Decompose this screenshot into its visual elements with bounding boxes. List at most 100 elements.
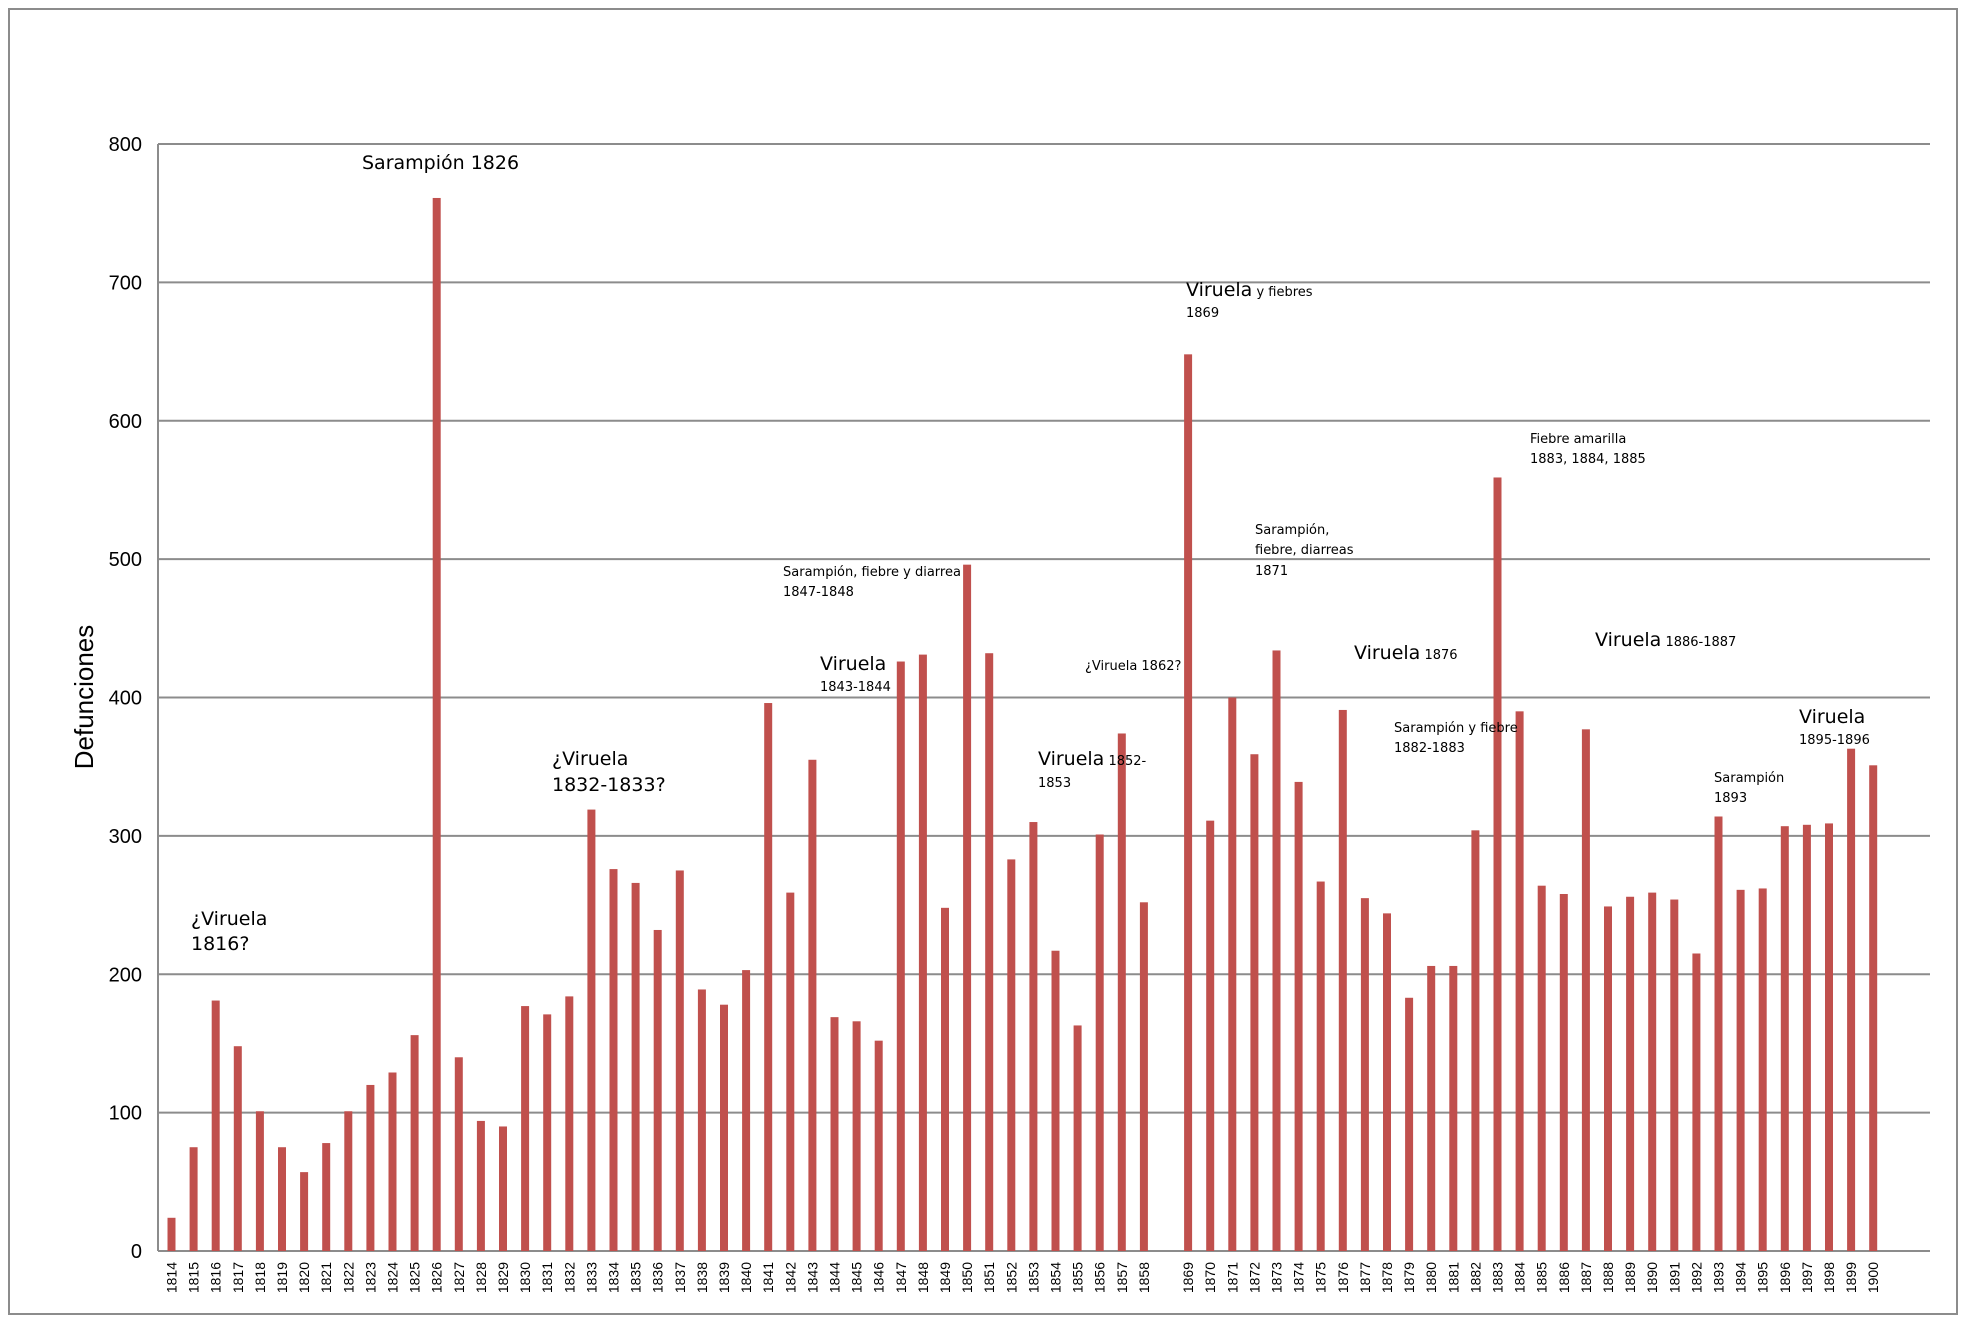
x-tick-label: 1887 — [1578, 1262, 1594, 1293]
y-tick-label: 0 — [131, 1241, 142, 1263]
annotation-small: fiebre, diarreas — [1255, 543, 1354, 558]
annotation-text: fiebre, diarreas — [1255, 543, 1354, 558]
bar — [300, 1172, 309, 1251]
x-tick-label: 1888 — [1600, 1262, 1616, 1293]
x-tick-label: 1830 — [517, 1262, 533, 1293]
x-tick-label: 1837 — [672, 1262, 688, 1293]
x-tick-label: 1852 — [1003, 1262, 1019, 1293]
x-tick-label: 1821 — [318, 1262, 334, 1293]
bar — [454, 1057, 463, 1251]
y-tick-label: 200 — [109, 964, 142, 986]
annotation-text: 1895-1896 — [1799, 733, 1870, 748]
annotation-small: 1893 — [1714, 791, 1747, 806]
bar — [941, 907, 949, 1251]
x-tick-label: 1814 — [164, 1262, 180, 1293]
x-tick-label: 1890 — [1644, 1262, 1660, 1293]
bar — [1206, 820, 1215, 1251]
bar — [1228, 697, 1237, 1251]
x-tick-label: 1853 — [1025, 1262, 1041, 1293]
annotation-text: 1847-1848 — [783, 585, 854, 600]
bar — [1073, 1025, 1082, 1251]
y-tick-label: 400 — [109, 688, 142, 710]
annotation-text: 1893 — [1714, 791, 1747, 806]
y-tick-label: 500 — [109, 549, 142, 571]
x-tick-label: 1818 — [252, 1262, 268, 1293]
x-tick-label: 1844 — [827, 1262, 843, 1293]
x-tick-label: 1898 — [1821, 1262, 1837, 1293]
annotation-text: 1882-1883 — [1394, 741, 1465, 756]
bar — [1626, 896, 1635, 1251]
y-tick-label: 300 — [109, 826, 142, 848]
y-tick-label: 100 — [109, 1103, 142, 1125]
y-tick-label: 800 — [109, 134, 142, 156]
x-tick-label: 1894 — [1733, 1262, 1749, 1293]
x-tick-label: 1815 — [186, 1262, 202, 1293]
x-tick-label: 1893 — [1711, 1262, 1727, 1293]
bar — [742, 970, 751, 1251]
bar — [233, 1046, 242, 1251]
bar — [1471, 830, 1480, 1251]
bar — [764, 703, 773, 1251]
x-tick-label: 1877 — [1357, 1262, 1373, 1293]
annotations: Sarampión 1826 ¿Viruela 1816? ¿Viruela 1832-… — [191, 152, 1870, 955]
annotation-small: Sarampión, fiebre y diarrea — [783, 565, 961, 580]
bar — [1294, 781, 1303, 1251]
bar — [1692, 953, 1701, 1251]
bars — [167, 197, 1878, 1252]
annotation-text: Sarampión, — [1255, 523, 1329, 538]
x-tick-label: 1886 — [1556, 1262, 1572, 1293]
bar — [830, 1017, 839, 1251]
bar — [1604, 906, 1612, 1251]
bar — [432, 197, 441, 1251]
bar — [1272, 650, 1281, 1251]
annotation-small: 1852- — [1104, 754, 1146, 769]
bar — [255, 1111, 264, 1251]
annotation-small: 1869 — [1186, 306, 1219, 321]
annotation-big: ¿Viruela — [191, 908, 267, 930]
bar — [1405, 997, 1414, 1251]
x-tick-label: 1855 — [1070, 1262, 1086, 1293]
bar — [1670, 899, 1679, 1251]
y-axis-ticks: 0 100 200 300 400 500 600 700 800 — [109, 134, 142, 1263]
bar — [1537, 885, 1546, 1251]
x-tick-label: 1876 — [1335, 1262, 1351, 1293]
y-tick-label: 700 — [109, 272, 142, 294]
x-tick-label: 1835 — [628, 1262, 644, 1293]
x-tick-label: 1845 — [849, 1262, 865, 1293]
bar — [366, 1084, 375, 1251]
x-tick-label: 1822 — [340, 1262, 356, 1293]
bar — [344, 1111, 353, 1251]
y-axis-label: Defunciones — [69, 625, 99, 770]
x-tick-label: 1881 — [1445, 1262, 1461, 1293]
annotation-text: Fiebre amarilla — [1530, 432, 1626, 447]
x-tick-label: 1884 — [1512, 1262, 1528, 1293]
x-tick-label: 1899 — [1843, 1262, 1859, 1293]
bar — [1139, 902, 1148, 1251]
x-tick-label: 1823 — [362, 1262, 378, 1293]
x-tick-label: 1824 — [385, 1262, 401, 1293]
annotation-small: 1876 — [1420, 648, 1457, 663]
annotation-small: 1886-1887 — [1661, 635, 1736, 650]
x-tick-label: 1858 — [1136, 1262, 1152, 1293]
x-tick-label: 1840 — [738, 1262, 754, 1293]
bar — [278, 1147, 286, 1251]
annotation-small: 1871 — [1255, 564, 1288, 579]
x-tick-label: 1897 — [1799, 1262, 1815, 1293]
x-tick-label: 1889 — [1622, 1262, 1638, 1293]
annotation-text: ¿Viruela — [552, 748, 628, 770]
y-tick-label: 600 — [109, 411, 142, 433]
annotation-text: Sarampión, fiebre y diarrea — [783, 565, 961, 580]
bar — [918, 654, 927, 1251]
bar — [653, 929, 662, 1251]
annotation-small: 1853 — [1038, 776, 1071, 791]
annotation-small: Fiebre amarilla — [1530, 432, 1626, 447]
bar — [1802, 824, 1811, 1251]
annotation-text: Viruela — [820, 653, 886, 675]
x-tick-label: 1841 — [760, 1262, 776, 1293]
x-tick-label: 1900 — [1865, 1262, 1881, 1293]
annotation-small: 1882-1883 — [1394, 741, 1465, 756]
x-tick-label: 1849 — [937, 1262, 953, 1293]
x-tick-label: 1839 — [716, 1262, 732, 1293]
x-tick-label: 1831 — [539, 1262, 555, 1293]
